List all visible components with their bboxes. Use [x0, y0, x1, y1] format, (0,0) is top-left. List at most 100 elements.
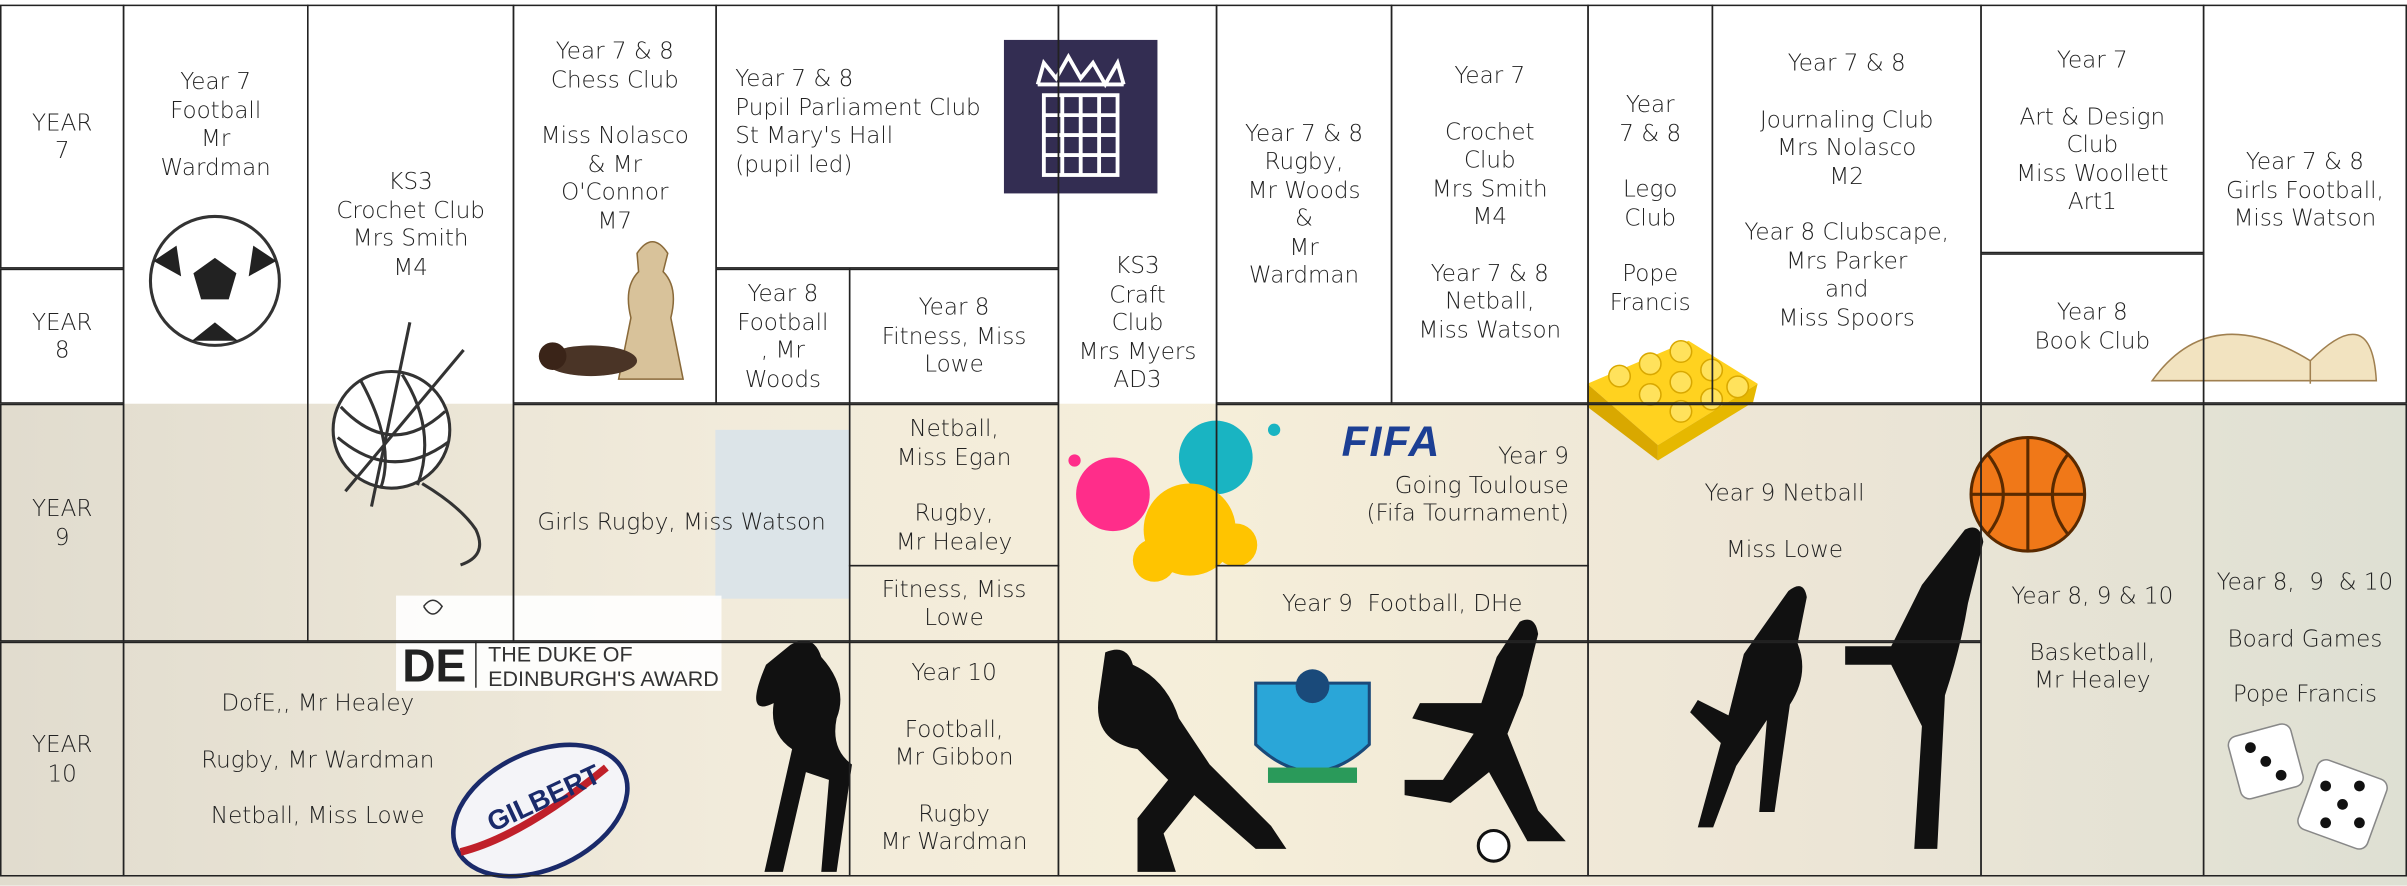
- text-group: Board Games: [2227, 624, 2382, 652]
- club-cell: Year 7 Football Mr Wardman: [122, 4, 309, 642]
- text-group: Netball, Miss Egan: [897, 414, 1012, 471]
- silhouettes: [756, 527, 1984, 872]
- text-group: DofE,, Mr Healey: [221, 689, 414, 717]
- text-line: St Mary's Hall: [735, 121, 894, 149]
- text-group: KS3 Crochet Club Mrs Smith M4: [336, 167, 485, 281]
- row-label: YEAR 9: [0, 403, 125, 642]
- text-line: Lego: [1622, 174, 1678, 203]
- dice: [2227, 723, 2388, 850]
- text-group: Year 7 & 8: [1619, 91, 1681, 148]
- text-line: KS3: [1115, 252, 1160, 280]
- text-group: Rugby, Mr Healey: [896, 499, 1012, 556]
- text-line: Year 8: [2056, 297, 2128, 326]
- text-line: (pupil led): [735, 149, 853, 178]
- dofe-line: THE DUKE OF: [488, 641, 633, 667]
- club-cell: Year 7 & 8 Pupil Parliament Club St Mary's…: [715, 4, 1060, 269]
- text-line: &: [1295, 204, 1314, 232]
- text-line: Year 8: [747, 279, 819, 308]
- text-group: Rugby, Mr Wardman: [201, 745, 434, 773]
- window: [715, 429, 851, 599]
- dofe-mark: DE: [402, 641, 467, 693]
- text-line: Year 10: [911, 658, 997, 687]
- text-line: Year 7 & 8: [735, 64, 854, 93]
- text-group: Crochet Club Mrs Smith M4: [1432, 117, 1548, 231]
- text-line: Year 9 Netball: [1704, 478, 1865, 507]
- text-line: & Mr: [587, 149, 643, 178]
- club-cell: Year 7 & 8 Chess Club Miss Nolasco & Mr O'Co…: [512, 4, 717, 404]
- text-group: Year 7: [2057, 46, 2128, 74]
- text-line: Rugby,: [914, 498, 994, 527]
- row-label-text: YEAR 8: [31, 307, 93, 364]
- club-cell: Year 7 & 8 Journaling Club Mrs Nolasco M2 Ye…: [1711, 4, 1982, 404]
- club-cell: Year 7 Art & Design Club Miss Woollett Art1: [1980, 4, 2205, 254]
- text-line: Girls Football,: [2225, 175, 2384, 204]
- club-cell: Year 7 & 8 Girls Football, Miss Watson: [2202, 4, 2407, 404]
- text-group: Year 7 & 8 Chess Club: [551, 37, 679, 94]
- empty-cell: [1057, 641, 1589, 877]
- text-line: Miss Nolasco: [540, 121, 689, 149]
- text-group: Year 7: [1454, 61, 1525, 89]
- text-line: Journaling Club: [1759, 105, 1934, 133]
- dofe-text: THE DUKE OF EDINBURGH'S AWARD: [488, 642, 719, 691]
- knitting: [331, 322, 482, 567]
- text-group: Year 7 & 8 Netball, Miss Watson: [1418, 259, 1561, 344]
- row-label-text: YEAR 9: [31, 494, 93, 551]
- text-group: Year 7 & 8 Girls Football, Miss Watson: [2226, 147, 2384, 232]
- text-group: Year 7 & 8 Pupil Parliament Club St Mary's…: [735, 64, 980, 178]
- text-line: Year: [1625, 90, 1675, 119]
- text-line: M7: [597, 206, 633, 235]
- text-line: Miss Watson: [1418, 315, 1562, 344]
- text-line: Mrs Nolasco: [1777, 133, 1917, 162]
- text-group: Art & Design Club Miss Woollett Art1: [2016, 102, 2168, 216]
- text-line: Pupil Parliament Club: [735, 92, 981, 121]
- text-line: Lowe: [924, 603, 984, 631]
- text-line: Miss Lowe: [1725, 534, 1844, 563]
- text-line: Crochet Club: [336, 195, 485, 224]
- text-line: Pope: [1622, 259, 1679, 288]
- text-group: Pope Francis: [1610, 259, 1691, 316]
- text-line: Year 7 & 8: [1245, 118, 1364, 147]
- text-group: Year 8, 9 & 10: [2217, 568, 2394, 596]
- text-line: Mr: [1289, 232, 1319, 261]
- text-line: Rugby, Mr Wardman: [201, 745, 435, 773]
- parliament-logo: [1003, 39, 1158, 194]
- club-cell: DofE,, Mr Healey Rugby, Mr Wardman Netball…: [122, 641, 851, 877]
- text-line: Going Toulouse: [1394, 470, 1569, 499]
- text-line: Year 7: [180, 67, 252, 96]
- text-group: Girls Rugby, Miss Watson: [537, 508, 825, 536]
- text-line: M2: [1829, 161, 1864, 190]
- text-line: Fitness, Miss: [881, 574, 1027, 603]
- text-line: Club: [1111, 308, 1164, 337]
- text-line: Netball, Miss Lowe: [210, 801, 425, 829]
- club-cell: Year 8, 9 & 10 Basketball, Mr Healey: [1980, 403, 2205, 877]
- row-label: YEAR 8: [0, 268, 125, 404]
- text-line: Lowe: [924, 350, 984, 379]
- text-line: Year 8 Clubscape,: [1744, 217, 1949, 246]
- soccer-ball: [148, 214, 281, 347]
- club-cell: Year 8, 9 & 10 Board Games Pope Francis: [2202, 403, 2407, 877]
- rugby-ball: [451, 742, 630, 879]
- text-line: Mr Woods: [1247, 175, 1361, 204]
- text-group: Miss Lowe: [1726, 535, 1843, 563]
- row-label-text: YEAR 10: [31, 730, 93, 787]
- empty-cell: [1587, 641, 1982, 877]
- text-group: Year 7 & 8: [1788, 49, 1906, 77]
- text-line: Football,: [904, 714, 1004, 743]
- club-cell: Year 10 Football, Mr Gibbon Rugby Mr Wardman: [848, 641, 1060, 877]
- club-cell: Year 8 Football, Mr Woods: [715, 268, 851, 404]
- text-line: Club: [2066, 130, 2119, 159]
- club-cell: Year 9 Football, DHe: [1215, 564, 1589, 642]
- text-line: Rugby,: [1264, 147, 1344, 175]
- text-line: Fitness, Miss: [881, 321, 1027, 350]
- text-line: Girls Rugby, Miss Watson: [537, 508, 826, 537]
- text-line: Mr Healey: [2034, 666, 2151, 694]
- school-crest: [1254, 669, 1371, 783]
- club-cell: Year 9 Netball Miss Lowe: [1587, 403, 1982, 642]
- text-line: M4: [393, 252, 428, 281]
- text-line: O'Connor: [561, 178, 669, 206]
- text-group: Fitness, Miss Lowe: [882, 575, 1027, 632]
- text-line: Football: [737, 307, 829, 336]
